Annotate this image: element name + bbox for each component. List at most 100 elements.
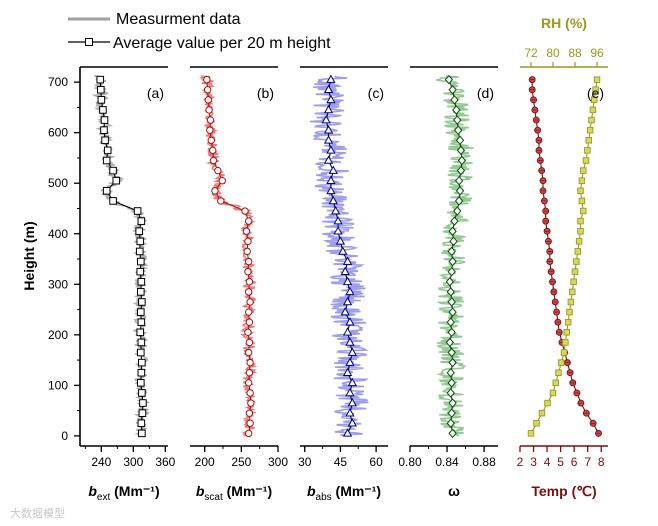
average-point bbox=[246, 389, 254, 397]
x-tick-label: 360 bbox=[155, 455, 175, 469]
average-point bbox=[209, 146, 217, 155]
average-point bbox=[245, 338, 254, 347]
average-point bbox=[137, 318, 146, 326]
average-point bbox=[338, 246, 348, 255]
x-tick-label: 3 bbox=[530, 455, 537, 469]
average-point bbox=[135, 227, 143, 236]
x-axis-title-symbol: b bbox=[196, 483, 205, 499]
x-axis-title: bscat (Mm⁻¹) bbox=[196, 483, 272, 503]
average-point bbox=[137, 419, 146, 428]
panels: 240 300 360(a)bext (Mm⁻¹)200 250 300(b)bscat… bbox=[21, 15, 608, 503]
x-axis-title-unit: (Mm⁻¹) bbox=[223, 483, 272, 499]
average-point bbox=[333, 216, 343, 225]
average-point bbox=[446, 287, 455, 297]
average-point bbox=[245, 369, 254, 377]
panel-label: (d) bbox=[477, 85, 494, 101]
panel-e: 72 80 88 96 RH (%) 2 3 4 5 6 7 8 (e) Temp (℃) bbox=[517, 15, 608, 499]
rh-point bbox=[586, 126, 594, 134]
x-tick-label: 300 bbox=[123, 455, 143, 469]
average-point bbox=[138, 409, 147, 417]
average-point bbox=[453, 206, 462, 216]
average-point bbox=[103, 146, 112, 155]
y-axis: 0 100 200 300 400 500 600 700 Height (m) bbox=[21, 67, 81, 446]
x-tick-label: 0.80 bbox=[398, 455, 422, 469]
average-point bbox=[448, 357, 457, 368]
average-point bbox=[246, 419, 254, 427]
average-point bbox=[456, 145, 466, 156]
rh-point bbox=[577, 217, 584, 225]
watermark: 大数据模型 bbox=[10, 506, 65, 520]
average-point bbox=[112, 176, 121, 185]
average-point bbox=[345, 357, 355, 366]
legend-average-swatch-marker bbox=[85, 38, 93, 46]
panel-d: 0.80 0.84 0.88 (d) ω bbox=[398, 66, 498, 499]
average-point bbox=[342, 296, 353, 306]
average-point bbox=[102, 156, 111, 165]
average-point bbox=[109, 197, 117, 205]
y-tick-label: 600 bbox=[48, 126, 68, 140]
average-point bbox=[323, 155, 334, 164]
rh-point bbox=[580, 167, 587, 174]
x-axis-title-unit: (Mm⁻¹) bbox=[332, 483, 381, 499]
x-tick-label: 250 bbox=[231, 455, 251, 469]
average-point bbox=[245, 318, 254, 326]
average-point bbox=[342, 256, 353, 265]
y-tick-label: 700 bbox=[48, 75, 68, 89]
average-point bbox=[345, 317, 355, 326]
average-point bbox=[138, 298, 146, 306]
x-axis-title-unit: (Mm⁻¹) bbox=[110, 483, 159, 499]
average-point bbox=[203, 75, 211, 84]
average-point bbox=[445, 337, 454, 348]
average-point bbox=[246, 298, 254, 306]
average-point bbox=[247, 399, 255, 407]
average-point bbox=[455, 135, 465, 146]
rh-point bbox=[588, 116, 595, 124]
x-tick-label: 30 bbox=[298, 455, 312, 469]
rh-point bbox=[569, 288, 576, 296]
average-point bbox=[445, 277, 454, 287]
average-point bbox=[342, 428, 353, 437]
x-tick-label: 240 bbox=[91, 455, 111, 469]
panel-label: (b) bbox=[257, 85, 274, 101]
average-point bbox=[136, 267, 145, 276]
rh-point bbox=[578, 197, 586, 205]
rh-point bbox=[580, 207, 587, 215]
average-point bbox=[137, 277, 146, 286]
average-point bbox=[452, 105, 461, 115]
average-point bbox=[447, 347, 456, 358]
rh-point bbox=[560, 349, 568, 356]
average-point bbox=[137, 217, 146, 225]
average-point bbox=[345, 387, 355, 397]
rh-point bbox=[563, 329, 571, 336]
average-point bbox=[138, 358, 146, 367]
rh-point bbox=[570, 278, 577, 286]
average-point bbox=[244, 237, 252, 246]
average-point bbox=[244, 348, 253, 357]
average-point bbox=[326, 185, 336, 195]
average-point bbox=[321, 115, 331, 124]
average-point bbox=[244, 308, 253, 316]
rh-point bbox=[573, 258, 580, 265]
x-axis-title-subscript: abs bbox=[316, 492, 332, 503]
average-point bbox=[138, 389, 146, 397]
rh-point bbox=[544, 399, 551, 407]
average-point bbox=[347, 377, 357, 387]
rh-tick-label: 96 bbox=[590, 46, 604, 60]
rh-point bbox=[549, 389, 557, 397]
average-point bbox=[448, 226, 457, 236]
rh-tick-label: 80 bbox=[546, 46, 560, 60]
y-tick-label: 300 bbox=[48, 277, 68, 291]
average-point bbox=[448, 307, 457, 317]
average-point bbox=[456, 165, 466, 176]
average-point bbox=[101, 136, 109, 145]
average-point bbox=[102, 187, 111, 195]
x-tick-label: 2 bbox=[517, 455, 524, 469]
average-point bbox=[137, 308, 145, 316]
average-point bbox=[342, 327, 353, 336]
y-tick-label: 0 bbox=[61, 429, 68, 443]
average-point bbox=[447, 408, 456, 418]
rh-point bbox=[592, 86, 599, 93]
x-tick-label: 6 bbox=[571, 455, 578, 469]
rh-point bbox=[564, 318, 572, 326]
